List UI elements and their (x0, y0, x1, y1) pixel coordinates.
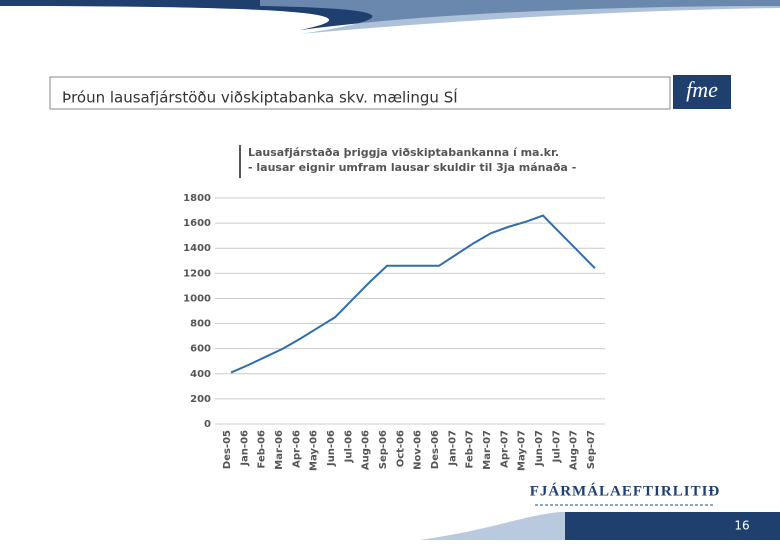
y-tick-label: 1000 (183, 293, 211, 304)
x-tick-label: Jun-06 (326, 430, 337, 467)
logo: fme (686, 77, 718, 102)
x-tick-label: Apr-07 (499, 430, 510, 468)
title-box (49, 76, 671, 110)
y-tick-label: 1800 (183, 193, 211, 204)
x-tick-label: Sep-06 (378, 430, 389, 469)
x-tick-label: Jun-07 (534, 430, 545, 467)
x-tick-label: Jan-06 (239, 430, 250, 467)
y-tick-label: 1200 (183, 268, 211, 279)
chart-title: Lausafjárstaða þriggja viðskiptabankanna… (248, 146, 559, 159)
x-tick-label: May-07 (517, 430, 528, 471)
logo-box (673, 75, 731, 109)
x-tick-label: Apr-06 (291, 430, 302, 468)
footer-brand: FJÁRMÁLAEFTIRLITIÐ (530, 482, 721, 499)
x-tick-label: May-06 (309, 430, 320, 471)
x-tick-label: Feb-06 (257, 430, 268, 468)
x-tick-label: Mar-07 (482, 430, 493, 470)
slide-title: Þróun lausafjárstöðu viðskiptabanka skv.… (62, 88, 458, 107)
y-tick-label: 0 (204, 419, 211, 430)
x-tick-label: Sep-07 (586, 430, 597, 469)
x-tick-label: Jan-07 (447, 430, 458, 467)
x-tick-label: Nov-06 (413, 430, 424, 470)
plot: 0 200 400 600 800 1000 1200 1400 1600 1800 Des-05 J… (183, 193, 605, 471)
x-tick-label: Oct-06 (395, 430, 406, 467)
y-tick-label: 1400 (183, 243, 211, 254)
x-tick-label: Des-05 (222, 430, 233, 469)
y-tick-label: 800 (190, 319, 211, 330)
x-tick-label: Aug-07 (569, 430, 580, 470)
x-tick-label: Jul-06 (343, 430, 354, 463)
y-tick-label: 400 (190, 369, 211, 380)
y-tick-label: 200 (190, 394, 211, 405)
x-tick-label: Des-06 (430, 430, 441, 469)
line (230, 214, 596, 374)
top-swoosh (260, 0, 780, 34)
y-tick-label: 1600 (183, 218, 211, 229)
y-tick-label: 600 (190, 344, 211, 355)
x-tick-label: Aug-06 (361, 430, 372, 470)
x-tick-label: Jul-07 (551, 430, 562, 463)
x-tick-label: Mar-06 (274, 430, 285, 470)
x-tick-label: Feb-07 (465, 430, 476, 468)
page-number: 16 (734, 519, 749, 533)
bottom-band (565, 512, 780, 540)
chart-subtitle: - lausar eignir umfram lausar skuldir ti… (248, 161, 576, 174)
